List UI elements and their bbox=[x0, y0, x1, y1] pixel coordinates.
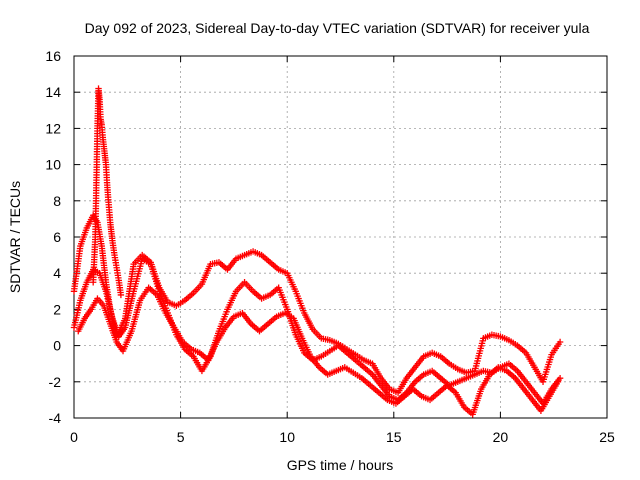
x-tick-labels: 0 5 10 15 20 25 bbox=[70, 429, 615, 445]
y-tick-labels: -4 -2 0 2 4 6 8 10 12 14 16 bbox=[45, 48, 61, 426]
y-tick-label: 6 bbox=[53, 229, 61, 245]
y-tick-label: 16 bbox=[45, 48, 61, 64]
y-tick-label: 10 bbox=[45, 157, 61, 173]
y-tick-label: 8 bbox=[53, 193, 61, 209]
x-tick-label: 15 bbox=[386, 429, 402, 445]
x-tick-label: 25 bbox=[599, 429, 615, 445]
series-spike bbox=[89, 85, 125, 299]
y-tick-label: 14 bbox=[45, 84, 61, 100]
data-points bbox=[70, 85, 564, 418]
series-track-c bbox=[75, 284, 562, 418]
y-tick-label: -2 bbox=[49, 374, 62, 390]
x-tick-label: 20 bbox=[493, 429, 509, 445]
data-point bbox=[554, 378, 562, 385]
axis-ticks bbox=[73, 55, 608, 419]
series-track-a bbox=[70, 212, 564, 396]
y-axis-label: SDTVAR / TECUs bbox=[7, 181, 23, 293]
y-tick-label: -4 bbox=[49, 410, 62, 426]
chart-title: Day 092 of 2023, Sidereal Day-to-day VTE… bbox=[85, 20, 590, 36]
grid bbox=[74, 56, 607, 418]
x-tick-label: 10 bbox=[279, 429, 295, 445]
y-tick-label: 4 bbox=[53, 265, 61, 281]
y-tick-label: 12 bbox=[45, 120, 61, 136]
y-tick-label: 0 bbox=[53, 338, 61, 354]
y-tick-label: 2 bbox=[53, 301, 61, 317]
data-point bbox=[556, 338, 564, 346]
x-axis-label: GPS time / hours bbox=[287, 457, 394, 473]
x-tick-label: 0 bbox=[70, 429, 78, 445]
data-point bbox=[117, 291, 125, 299]
x-tick-label: 5 bbox=[177, 429, 185, 445]
data-point bbox=[556, 374, 564, 382]
